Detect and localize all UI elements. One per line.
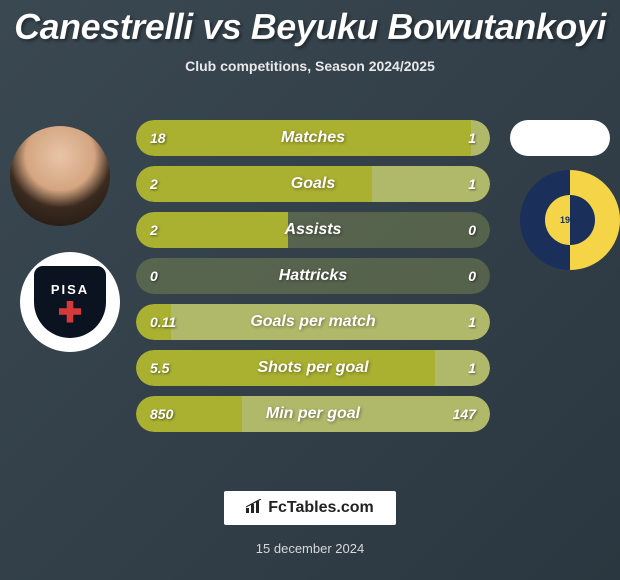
stat-label: Hattricks xyxy=(136,258,490,294)
stat-label: Assists xyxy=(136,212,490,248)
page-subtitle: Club competitions, Season 2024/2025 xyxy=(0,58,620,74)
page-title: Canestrelli vs Beyuku Bowutankoyi xyxy=(0,6,620,48)
brand-text: FcTables.com xyxy=(268,499,374,516)
pisa-shield-icon: PISA xyxy=(34,266,106,338)
stat-label: Min per goal xyxy=(136,396,490,432)
footer-date: 15 december 2024 xyxy=(0,541,620,556)
stat-label: Shots per goal xyxy=(136,350,490,386)
stat-label: Matches xyxy=(136,120,490,156)
stat-label: Goals xyxy=(136,166,490,202)
stat-row: 5.51Shots per goal xyxy=(136,350,490,386)
player-right-avatar xyxy=(510,120,610,156)
stat-row: 21Goals xyxy=(136,166,490,202)
stat-row: 0.111Goals per match xyxy=(136,304,490,340)
bar-chart-icon xyxy=(246,499,264,513)
brand-badge[interactable]: FcTables.com xyxy=(224,491,396,525)
stats-panel: 181Matches 21Goals 20Assists 00Hattricks 0.1… xyxy=(136,120,490,442)
player-left-avatar xyxy=(10,126,110,226)
club-right-badge: 1912 xyxy=(520,170,620,270)
stat-row: 850147Min per goal xyxy=(136,396,490,432)
club-right-year: 1912 xyxy=(560,215,580,225)
club-left-badge: PISA xyxy=(20,252,120,352)
stat-row: 20Assists xyxy=(136,212,490,248)
stat-label: Goals per match xyxy=(136,304,490,340)
modena-crest-icon: 1912 xyxy=(545,195,595,245)
stat-row: 181Matches xyxy=(136,120,490,156)
club-left-label: PISA xyxy=(51,282,89,297)
stat-row: 00Hattricks xyxy=(136,258,490,294)
cross-icon xyxy=(59,301,81,323)
